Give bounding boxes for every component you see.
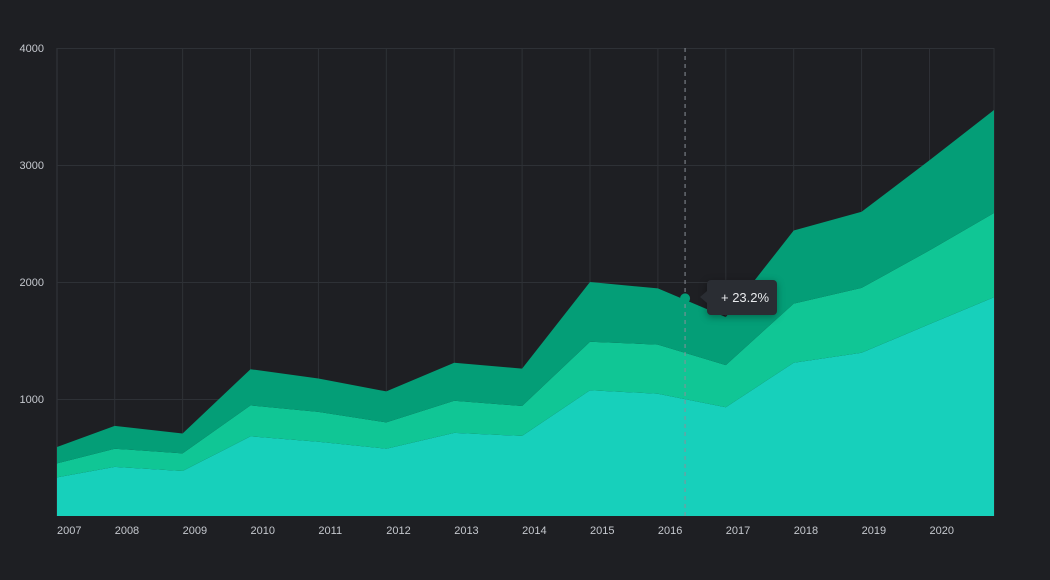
- area-series-1: [57, 297, 994, 516]
- x-tick-label: 2020: [929, 525, 953, 537]
- x-tick-label: 2012: [386, 525, 410, 537]
- x-tick-label: 2019: [862, 525, 886, 537]
- x-tick-label: 2008: [115, 525, 139, 537]
- x-tick-label: 2015: [590, 525, 614, 537]
- hover-layer: [680, 48, 691, 516]
- x-tick-label: 2018: [794, 525, 818, 537]
- area-series: [57, 110, 994, 516]
- x-tick-label: 2014: [522, 525, 546, 537]
- tooltip-label: + 23.2%: [721, 290, 770, 305]
- hover-tooltip: + 23.2%: [699, 280, 778, 315]
- y-tick-label: 4000: [20, 43, 44, 55]
- hover-point: [680, 293, 691, 304]
- area-series-3: [57, 110, 994, 464]
- x-tick-label: 2016: [658, 525, 682, 537]
- x-tick-label: 2017: [726, 525, 750, 537]
- y-tick-label: 2000: [20, 277, 44, 289]
- x-axis-labels: 2007 2008 2009 2010 2011 2012 2013 2014 2015 2016…: [57, 525, 954, 537]
- x-tick-label: 2007: [57, 525, 81, 537]
- y-tick-label: 3000: [20, 160, 44, 172]
- y-tick-label: 1000: [20, 394, 44, 406]
- x-tick-label: 2009: [183, 525, 207, 537]
- y-axis-labels: 1000 2000 3000 4000: [20, 43, 44, 406]
- x-tick-label: 2010: [251, 525, 275, 537]
- area-series-2: [57, 213, 994, 478]
- x-tick-label: 2011: [318, 525, 342, 537]
- x-tick-label: 2013: [454, 525, 478, 537]
